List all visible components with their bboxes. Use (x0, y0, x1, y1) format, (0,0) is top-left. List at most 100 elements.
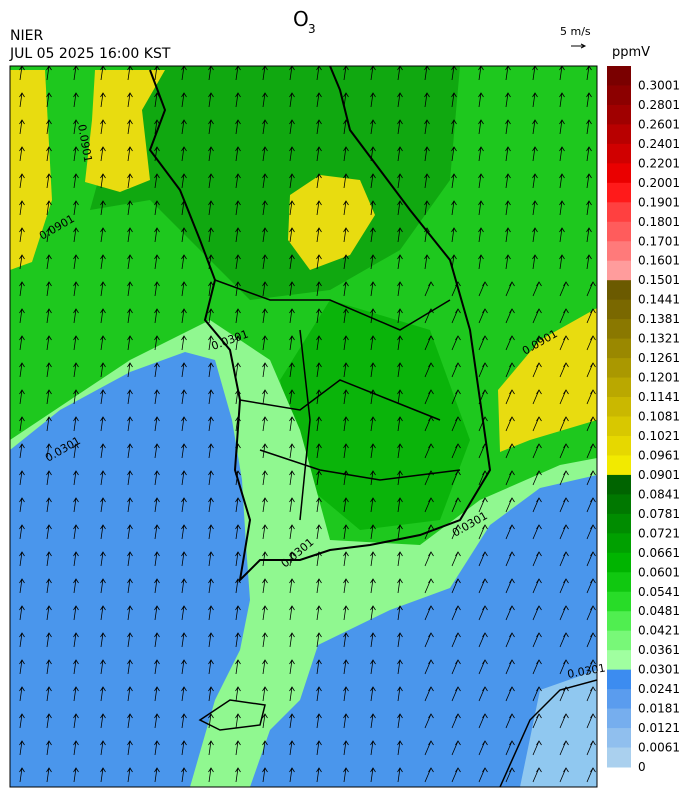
wind-arrow (154, 686, 160, 702)
wind-arrow (208, 767, 214, 783)
wind-arrow (343, 416, 349, 432)
wind-arrow (343, 146, 349, 162)
wind-arrow (397, 686, 403, 702)
wind-arrow (181, 632, 187, 648)
wind-arrow (154, 92, 160, 108)
wind-arrow (100, 659, 106, 675)
wind-arrow (343, 578, 349, 594)
field-light-blue (520, 670, 597, 787)
wind-arrow (343, 254, 349, 270)
wind-arrow (154, 146, 160, 162)
wind-arrow (478, 632, 488, 648)
wind-arrow (127, 146, 133, 162)
wind-arrow (505, 524, 515, 540)
wind-arrow (100, 281, 106, 297)
colorbar-label: 0.0361 (638, 643, 680, 657)
wind-arrow (478, 281, 488, 297)
wind-arrow (73, 443, 79, 459)
wind-arrow (424, 66, 430, 81)
wind-arrows (19, 66, 596, 783)
coastline-japan (499, 679, 597, 787)
wind-arrow (19, 524, 25, 540)
wind-arrow (424, 470, 434, 486)
wind-arrow (127, 632, 133, 648)
wind-arrow (370, 389, 376, 405)
wind-arrow (316, 443, 322, 459)
wind-arrow (532, 66, 538, 81)
wind-arrow (127, 767, 133, 783)
wind-arrow (154, 66, 160, 81)
colorbar-swatch (607, 299, 631, 320)
wind-arrow (505, 578, 515, 594)
wind-arrow (46, 524, 52, 540)
wind-arrow (181, 119, 187, 135)
wind-arrow (262, 92, 268, 108)
wind-arrow (19, 146, 25, 162)
wind-arrow (559, 389, 569, 405)
wind-arrow (316, 173, 322, 189)
wind-arrow (316, 605, 322, 621)
wind-arrow (262, 389, 268, 405)
wind-arrow (370, 740, 376, 756)
wind-arrow (316, 659, 322, 675)
wind-arrow (127, 443, 133, 459)
wind-arrow (316, 632, 322, 648)
wind-arrow (586, 362, 596, 378)
colorbar-swatch (607, 474, 631, 495)
wind-arrow (46, 713, 52, 729)
wind-arrow (451, 551, 461, 567)
wind-arrow (505, 416, 515, 432)
wind-arrow (505, 146, 511, 162)
colorbar-label: 0.3001 (638, 78, 680, 92)
wind-arrow (127, 335, 133, 351)
wind-arrow (397, 200, 403, 216)
colorbar-swatch (607, 124, 631, 145)
colorbar-label: 0.2801 (638, 98, 680, 112)
wind-arrow (235, 335, 241, 351)
wind-arrow (235, 497, 241, 513)
wind-arrow (262, 713, 268, 729)
wind-arrow (397, 470, 403, 486)
wind-arrow (316, 497, 322, 513)
wind-arrow (262, 308, 268, 324)
colorbar-swatch (607, 728, 631, 749)
wind-arrow (181, 389, 187, 405)
wind-arrow (424, 497, 434, 513)
wind-arrow (478, 362, 488, 378)
wind-arrow (181, 443, 187, 459)
wind-arrow (127, 497, 133, 513)
wind-arrow (397, 551, 403, 567)
wind-arrow (19, 470, 25, 486)
wind-arrow (478, 767, 488, 783)
wind-arrow (478, 389, 488, 405)
wind-arrow (154, 281, 160, 297)
wind-arrow (46, 173, 52, 189)
wind-arrow (532, 497, 542, 513)
wind-arrow (397, 362, 403, 378)
wind-arrow (343, 713, 349, 729)
wind-arrow (100, 308, 106, 324)
wind-arrow (478, 227, 484, 243)
wind-arrow (559, 227, 565, 243)
colorbar-swatch (607, 182, 631, 203)
wind-arrow (532, 335, 542, 351)
wind-arrow (19, 713, 25, 729)
wind-arrow (343, 470, 349, 486)
wind-arrow (343, 443, 349, 459)
wind-arrow (343, 551, 349, 567)
wind-arrow (46, 578, 52, 594)
wind-arrow (208, 335, 214, 351)
wind-arrow (451, 578, 461, 594)
colorbar-label: 0.1441 (638, 293, 680, 307)
wind-arrow (208, 578, 214, 594)
wind-arrow (559, 416, 569, 432)
wind-arrow (46, 66, 52, 81)
wind-arrow (289, 146, 295, 162)
wind-arrow (235, 767, 241, 783)
wind-arrow (235, 362, 241, 378)
wind-arrow (262, 767, 268, 783)
wind-arrow (316, 254, 322, 270)
wind-arrow (46, 497, 52, 513)
wind-arrow (73, 146, 79, 162)
